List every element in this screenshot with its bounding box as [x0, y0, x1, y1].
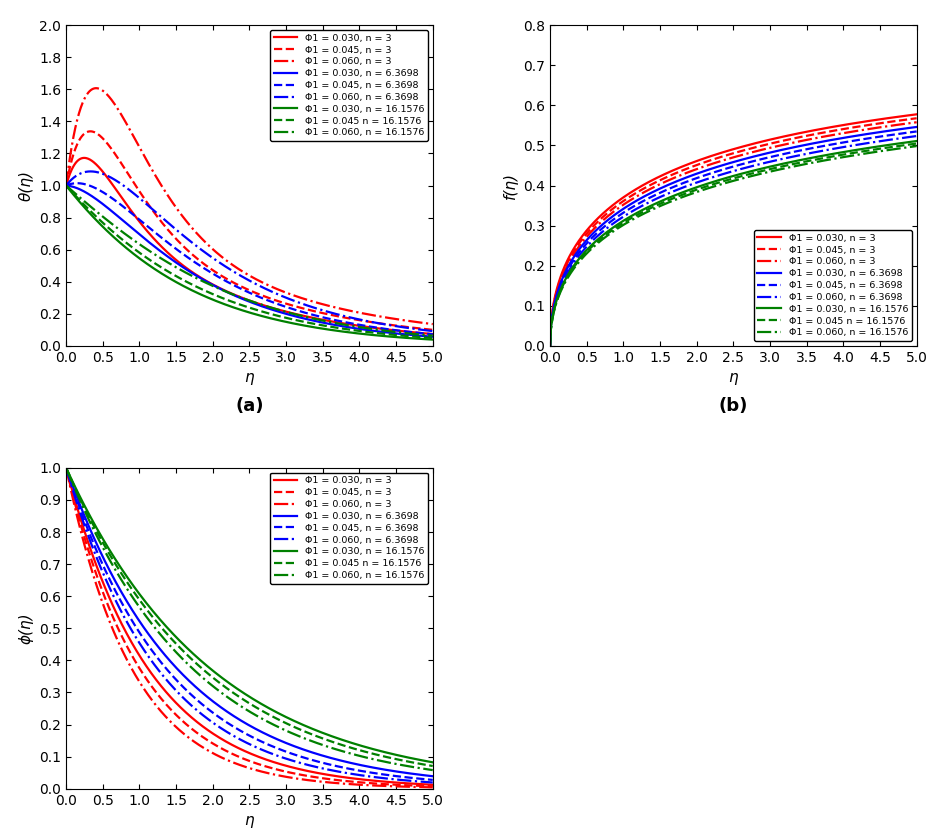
- Y-axis label: θ(η): θ(η): [19, 170, 34, 201]
- X-axis label: η: η: [728, 370, 737, 385]
- Text: (b): (b): [717, 398, 748, 415]
- Text: (a): (a): [235, 398, 263, 415]
- X-axis label: η: η: [244, 370, 254, 385]
- Legend: Φ1 = 0.030, n = 3, Φ1 = 0.045, n = 3, Φ1 = 0.060, n = 3, Φ1 = 0.030, n = 6.3698,: Φ1 = 0.030, n = 3, Φ1 = 0.045, n = 3, Φ1…: [753, 230, 911, 341]
- Y-axis label: f(η): f(η): [502, 172, 517, 199]
- Legend: Φ1 = 0.030, n = 3, Φ1 = 0.045, n = 3, Φ1 = 0.060, n = 3, Φ1 = 0.030, n = 6.3698,: Φ1 = 0.030, n = 3, Φ1 = 0.045, n = 3, Φ1…: [270, 30, 428, 141]
- Legend: Φ1 = 0.030, n = 3, Φ1 = 0.045, n = 3, Φ1 = 0.060, n = 3, Φ1 = 0.030, n = 6.3698,: Φ1 = 0.030, n = 3, Φ1 = 0.045, n = 3, Φ1…: [270, 472, 428, 584]
- Y-axis label: ϕ(η): ϕ(η): [19, 612, 34, 644]
- X-axis label: η: η: [244, 813, 254, 828]
